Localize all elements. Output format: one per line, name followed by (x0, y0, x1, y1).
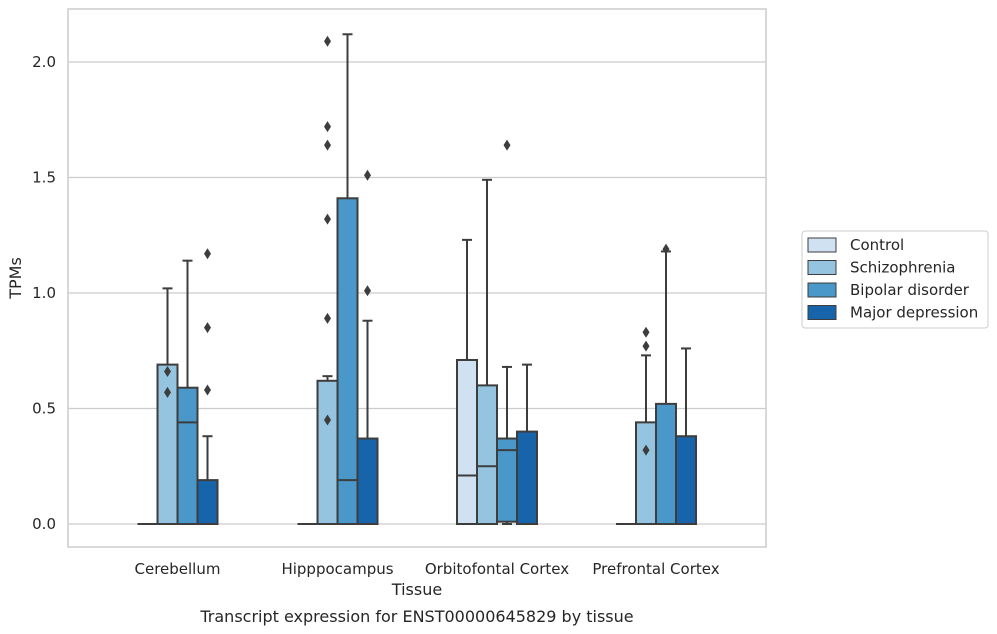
outlier-point (204, 322, 211, 334)
outlier-point (164, 366, 171, 378)
box-body (316, 379, 339, 525)
y-tick-label: 2.0 (32, 53, 56, 71)
outlier-point (364, 285, 371, 297)
chart-caption: Transcript expression for ENST0000064582… (199, 607, 633, 626)
outlier-point (204, 248, 211, 260)
y-tick-label: 1.5 (32, 169, 56, 187)
outlier-point (204, 384, 211, 396)
box-major-depression (675, 347, 697, 525)
box-schizophrenia (635, 326, 657, 525)
outlier-point (642, 326, 650, 338)
box-body (336, 197, 359, 525)
y-tick-label: 0.0 (32, 515, 56, 533)
outlier-point (662, 243, 670, 255)
box-schizophrenia (156, 287, 179, 525)
y-tick-label: 0.5 (32, 400, 56, 418)
box-major-depression (516, 363, 538, 526)
outlier-point (642, 444, 650, 456)
legend-label: Control (850, 236, 904, 254)
legend-frame (801, 230, 989, 329)
x-tick-label: Orbitofontal Cortex (425, 560, 569, 578)
boxes-layer (137, 33, 697, 526)
box-schizophrenia (476, 178, 498, 525)
outlier-point (364, 169, 371, 181)
y-tick-label: 1.0 (32, 284, 56, 302)
x-tick-label: Hipppocampus (281, 560, 393, 578)
y-axis-label: TPMs (6, 257, 25, 300)
legend-swatch (807, 282, 837, 298)
x-tick-labels: Cerebellum Hipppocampus Orbitofontal Corte… (135, 560, 720, 578)
box-major-depression (356, 169, 379, 525)
box-major-depression (196, 248, 219, 525)
box-bipolar-disorder (336, 33, 359, 525)
legend-swatch (807, 237, 837, 253)
outlier-point (324, 213, 331, 225)
x-axis-label: Tissue (391, 580, 442, 599)
box-schizophrenia (316, 35, 339, 525)
box-bipolar-disorder (496, 139, 518, 525)
outlier-point (324, 35, 331, 47)
box-bipolar-disorder (176, 259, 199, 525)
box-body (635, 421, 657, 525)
box-body (176, 386, 199, 525)
outlier-point (324, 312, 331, 324)
outlier-point (324, 121, 331, 133)
outlier-point (642, 340, 650, 352)
legend-label: Bipolar disorder (850, 281, 970, 299)
box-body (675, 435, 697, 525)
outlier-point (164, 386, 171, 398)
box-bipolar-disorder (655, 243, 677, 526)
outlier-point (503, 139, 511, 151)
box-body (456, 358, 478, 525)
outlier-point (324, 139, 331, 151)
outlier-point (324, 414, 331, 426)
box-body (356, 437, 379, 525)
x-tick-label: Cerebellum (135, 560, 221, 578)
x-tick-label: Prefrontal Cortex (592, 560, 719, 578)
legend: Control Schizophrenia Bipolar disorder Majo… (801, 230, 989, 329)
y-tick-labels: 0.0 0.5 1.0 1.5 2.0 (32, 53, 56, 533)
legend-label: Major depression (850, 304, 978, 322)
legend-swatch (807, 305, 837, 320)
plot-frame (67, 8, 767, 548)
box-body (196, 479, 219, 525)
box-body (655, 402, 677, 526)
legend-label: Schizophrenia (850, 259, 955, 277)
legend-items: Control Schizophrenia Bipolar disorder Majo… (807, 236, 978, 322)
legend-swatch (807, 260, 837, 275)
box-body (516, 430, 538, 526)
box-body (476, 384, 498, 525)
box-control (456, 238, 478, 525)
